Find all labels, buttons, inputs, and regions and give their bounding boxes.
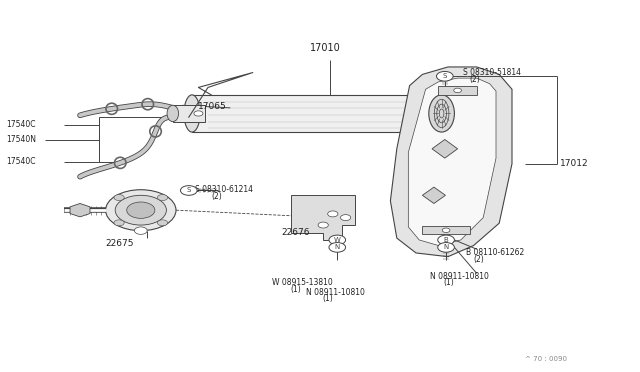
Circle shape <box>329 243 346 252</box>
Text: 22675: 22675 <box>106 239 134 248</box>
Text: W 08915-13810: W 08915-13810 <box>272 278 333 287</box>
Text: (2): (2) <box>474 255 484 264</box>
FancyBboxPatch shape <box>173 105 205 122</box>
Circle shape <box>114 220 124 226</box>
Text: B 08110-61262: B 08110-61262 <box>466 248 524 257</box>
Text: (2): (2) <box>211 192 222 201</box>
Circle shape <box>442 228 450 232</box>
Circle shape <box>329 235 346 245</box>
Circle shape <box>454 88 461 93</box>
Text: 22676: 22676 <box>282 228 310 237</box>
Circle shape <box>436 71 453 81</box>
Circle shape <box>114 195 124 201</box>
Text: S: S <box>443 73 447 79</box>
Circle shape <box>106 190 176 231</box>
Text: (1): (1) <box>290 285 301 294</box>
Text: B: B <box>444 237 449 243</box>
Text: S 08310-51814: S 08310-51814 <box>463 68 521 77</box>
Text: S 08310-61214: S 08310-61214 <box>195 185 253 194</box>
Circle shape <box>157 220 168 226</box>
Circle shape <box>194 111 203 116</box>
Text: (2): (2) <box>469 75 480 84</box>
FancyBboxPatch shape <box>192 95 442 132</box>
Ellipse shape <box>167 105 179 122</box>
Circle shape <box>180 186 197 195</box>
Text: W: W <box>334 237 340 243</box>
Circle shape <box>438 235 454 245</box>
Circle shape <box>134 227 147 234</box>
Polygon shape <box>422 187 445 203</box>
Circle shape <box>318 222 328 228</box>
Text: (1): (1) <box>322 294 333 303</box>
Polygon shape <box>432 140 458 158</box>
Text: S: S <box>187 187 191 193</box>
Ellipse shape <box>429 95 454 132</box>
Circle shape <box>157 195 168 201</box>
Text: N 08911-10810: N 08911-10810 <box>430 272 489 281</box>
Text: N: N <box>444 244 449 250</box>
Text: 17540C: 17540C <box>6 157 36 166</box>
Text: N: N <box>335 244 340 250</box>
Text: 17010: 17010 <box>310 44 341 53</box>
Polygon shape <box>390 67 512 257</box>
Text: (1): (1) <box>444 278 454 287</box>
Text: ^ 70 : 0090: ^ 70 : 0090 <box>525 356 567 362</box>
Text: 17012: 17012 <box>560 159 589 168</box>
Circle shape <box>438 243 454 252</box>
Text: 17540N: 17540N <box>6 135 36 144</box>
Text: 17065: 17065 <box>198 102 227 110</box>
Ellipse shape <box>184 95 200 132</box>
Circle shape <box>328 211 338 217</box>
Circle shape <box>127 202 155 218</box>
Polygon shape <box>291 195 355 240</box>
FancyBboxPatch shape <box>422 226 470 234</box>
Circle shape <box>115 195 166 225</box>
FancyBboxPatch shape <box>438 86 477 95</box>
Text: N 08911-10810: N 08911-10810 <box>306 288 365 296</box>
Circle shape <box>340 215 351 221</box>
Polygon shape <box>408 78 496 246</box>
Text: 17540C: 17540C <box>6 120 36 129</box>
